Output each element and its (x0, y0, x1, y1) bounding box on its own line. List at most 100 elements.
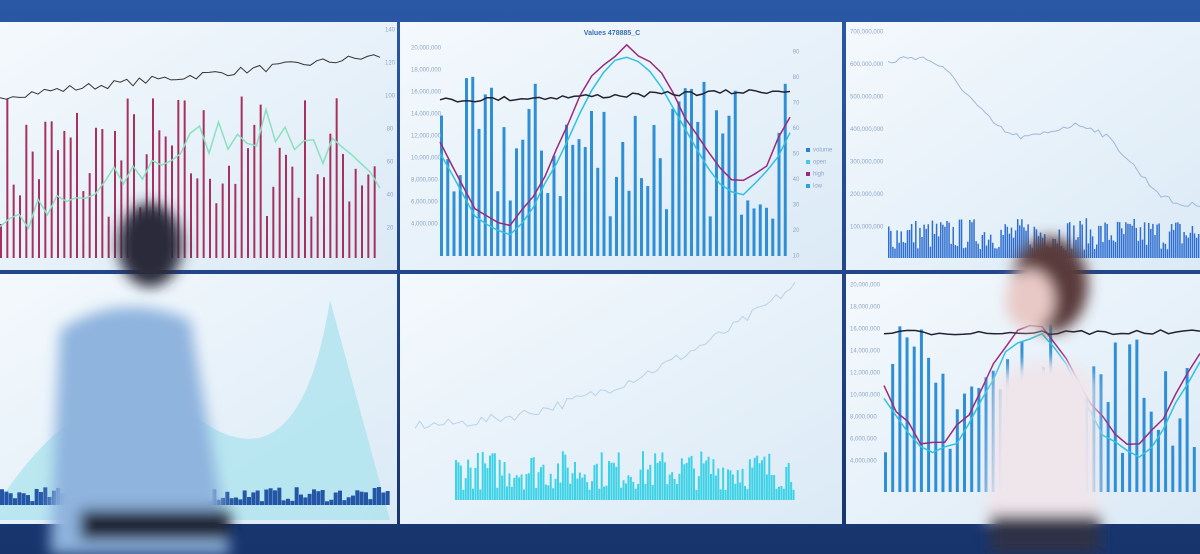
screen-bar (683, 88, 687, 257)
screen-bar (565, 124, 568, 256)
screen-bar (948, 222, 950, 258)
axis-label: 120 (385, 61, 396, 67)
screen-bar (944, 226, 946, 258)
screen-bar (540, 150, 543, 256)
axis-label: 300,000,000 (850, 160, 884, 166)
screen-bar (950, 243, 952, 258)
screen-bar (637, 483, 640, 500)
screen-bar (307, 493, 312, 505)
screen-bar (741, 468, 744, 500)
screen-bar (787, 462, 790, 500)
screen-bar (620, 487, 623, 500)
screen-bar (632, 481, 635, 500)
screen-bar (571, 473, 574, 500)
screen-bar (646, 469, 649, 500)
screen-bar (644, 483, 647, 500)
screen-bar (268, 488, 273, 505)
screen-bar (912, 242, 915, 258)
screen-bar (474, 467, 477, 500)
screen-bar (925, 228, 927, 258)
screen-bar (304, 100, 306, 258)
screen-bar (342, 500, 347, 505)
screen-bar (479, 489, 482, 500)
screen-bar (1171, 445, 1175, 492)
screen-bar (229, 498, 234, 505)
screen-bar (561, 451, 564, 500)
screen-bar (719, 489, 722, 500)
screen-bar (527, 108, 531, 256)
screen-bar (775, 488, 778, 500)
screen-bar (729, 470, 732, 500)
screen-bar (158, 130, 161, 258)
screen-bar (683, 464, 686, 500)
legend-swatch (806, 172, 810, 176)
axis-label: 16,000,000 (411, 90, 442, 96)
screen-bar (615, 466, 618, 500)
screen-bar (532, 457, 535, 500)
screen-bar (937, 236, 940, 258)
screen-bar (1087, 243, 1090, 258)
screen-bar (693, 468, 695, 500)
axis-label: 4,000,000 (850, 459, 877, 465)
screen-bar (515, 475, 518, 500)
screen-bar (617, 452, 620, 500)
screen-bar (921, 236, 923, 258)
screen-bar (490, 87, 493, 256)
screen-bar (342, 153, 344, 258)
screen-bar (768, 453, 771, 500)
screen-bar (1177, 222, 1179, 258)
screen-bar (659, 461, 661, 500)
screen-bar (919, 227, 921, 258)
screen-bar (1068, 222, 1071, 258)
screen-bar (1192, 447, 1196, 492)
screen-bar (1137, 240, 1140, 258)
screen-bar (958, 219, 961, 258)
screen-bar (501, 475, 504, 500)
screen-bar (952, 226, 954, 258)
screen-bar (646, 186, 650, 256)
screen-bar (101, 129, 104, 258)
screen-bar (702, 463, 705, 500)
screen-bar (190, 173, 192, 258)
screen-bar (1170, 224, 1173, 258)
screen-bar (678, 473, 681, 500)
screen-bar (1168, 231, 1171, 258)
screen-bar (673, 478, 676, 500)
screen-bar (596, 167, 600, 256)
screen-bar (1128, 344, 1132, 492)
screen-bar (21, 493, 26, 505)
screen-bar (705, 460, 708, 500)
screen-bar (752, 208, 756, 256)
screen-bar (1183, 232, 1185, 258)
screen-bar (1148, 222, 1150, 258)
screen-bar (221, 183, 224, 258)
screen-bar (973, 219, 975, 258)
screen-bar (600, 452, 603, 500)
screen-bar (50, 121, 53, 259)
axis-label: 20,000,000 (411, 46, 442, 52)
screen-bar (771, 218, 775, 256)
screen-bar (126, 98, 129, 259)
screen-bar (209, 178, 211, 258)
axis-label: 18,000,000 (850, 305, 881, 311)
screen-bar (120, 160, 123, 258)
screen-bar (469, 467, 472, 500)
screen-bar (1104, 222, 1106, 258)
screen-bar (34, 488, 39, 505)
screen-bar (1027, 224, 1029, 258)
screen-line (883, 332, 1200, 458)
axis-label: 10,000,000 (850, 393, 881, 399)
screen-bar (552, 488, 555, 500)
screen-bar (1141, 239, 1144, 258)
screen-bar (1164, 371, 1168, 492)
screen-bar (992, 242, 994, 258)
screen-bar (1175, 222, 1177, 258)
screen-bar (88, 173, 91, 258)
screen-bar (542, 464, 545, 500)
screen-bar (44, 121, 47, 258)
screen-bar (510, 486, 513, 500)
screen-bar (1000, 229, 1002, 258)
screen-bar (1016, 219, 1019, 258)
screen-bar (722, 467, 725, 500)
screen-bar (477, 128, 481, 256)
